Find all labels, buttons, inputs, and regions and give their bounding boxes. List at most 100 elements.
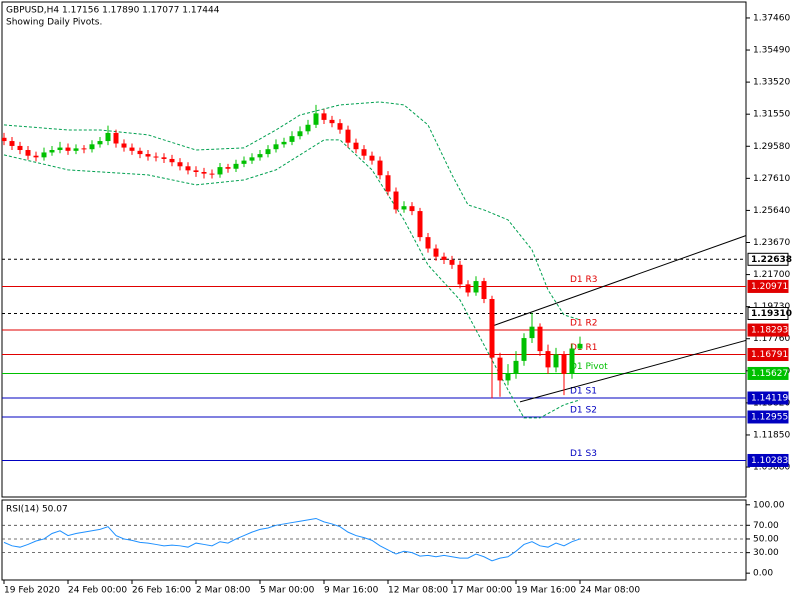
candle-body [153,156,159,158]
candle-body [81,148,87,150]
rsi-y-tick-label: 70.00 [753,521,779,531]
rsi-panel [1,499,747,581]
level-price-label: 1.22638 [751,255,792,265]
x-tick-label: 19 Feb 2020 [4,586,60,596]
level-price-label: 1.12955 [751,412,788,422]
candle-body [385,175,391,192]
candle-body [449,259,455,265]
x-tick-label: 2 Mar 08:00 [196,586,251,596]
candle-body [113,132,119,144]
level-price-box [747,366,789,380]
band-upper [3,101,581,321]
pivot-label: D1 S2 [570,405,597,415]
candle-body [473,281,479,293]
candle-body [289,136,295,142]
chart-title: GBPUSD,H4 1.17156 1.17890 1.17077 1.1744… [6,6,220,16]
candle-body [73,148,79,151]
level-price-box [747,323,789,337]
trendline [489,235,746,328]
y-tick-label: 1.23670 [753,238,790,248]
pivot-label: D1 R1 [570,343,598,353]
trendline [519,339,746,403]
y-tick-label: 1.35490 [753,46,790,56]
candle-body [209,173,215,175]
candle-body [41,152,47,158]
candle-body [329,119,335,124]
level-price-label: 1.15627 [751,369,788,379]
pivot-label: D1 S1 [570,387,597,397]
candle-body [201,171,207,174]
chart-subtitle: Showing Daily Pivots. [6,18,102,28]
candle-body [193,170,199,172]
candle-body [217,167,223,175]
candle-body [457,264,463,285]
y-tick-label: 1.09880 [753,463,790,473]
candle-body [265,149,271,155]
level-price-box [747,348,789,362]
x-tick-label: 24 Feb 00:00 [68,586,127,596]
candle-body [89,144,95,150]
level-price-label: 1.14119 [751,394,788,404]
candle-body [529,326,535,339]
candle-body [409,206,415,212]
candle-body [577,343,583,349]
candle-body [305,124,311,132]
rsi-y-tick-label: 100.00 [753,500,785,510]
level-price-box [747,306,789,320]
candle-body [225,167,231,169]
candle-body [393,191,399,210]
candle-body [233,163,239,169]
pivot-label: D1 R2 [570,319,598,329]
rsi-y-tick-label: 30.00 [753,548,779,558]
candle-body [97,141,103,145]
candle-body [145,154,151,157]
candle-body [137,150,143,155]
x-tick-label: 9 Mar 16:00 [324,586,379,596]
candle-body [169,158,175,163]
y-tick-label: 1.37460 [753,13,790,23]
candle-body [489,299,495,358]
candle-body [2,137,7,142]
candle-body [121,143,127,148]
y-tick-label: 1.21700 [753,270,790,280]
candle-body [425,237,431,249]
candle-body [361,149,367,156]
candle-body [465,284,471,293]
y-tick-label: 1.31550 [753,110,790,120]
candle-body [33,155,39,158]
x-tick-label: 19 Mar 16:00 [516,586,576,596]
candle-body [161,157,167,159]
y-tick-label: 1.25640 [753,206,790,216]
candle-body [433,248,439,257]
candle-body [401,206,407,210]
y-tick-label: 1.29580 [753,142,790,152]
level-price-box [747,453,789,467]
candle-body [297,131,303,137]
pivot-label: D1 S3 [570,449,597,459]
candle-body [561,354,567,374]
candle-body [353,142,359,150]
candle-body [9,141,15,146]
level-price-label: 1.10283 [751,456,788,466]
x-tick-label: 17 Mar 00:00 [452,586,512,596]
level-price-label: 1.16791 [751,350,788,360]
level-price-label: 1.19310 [751,309,792,319]
candle-body [313,113,319,125]
level-price-box [747,279,789,293]
candle-body [273,144,279,150]
level-price-box [747,410,789,424]
candle-body [25,150,31,156]
level-price-label: 1.18293 [751,326,788,336]
candle-body [481,281,487,299]
candle-body [377,160,383,176]
pivot-label: D1 R3 [570,275,598,285]
main-plot: D1 R3 D1 R2 D1 R1 D1 Pivot D1 S1 D1 S2 D1 S3 [2,101,746,461]
candle-body [17,145,23,151]
candle-body [105,132,111,142]
candle-body [545,351,551,368]
candle-body [553,354,559,368]
y-tick-label: 1.27610 [753,174,790,184]
candle-body [129,147,135,151]
x-tick-label: 26 Feb 16:00 [132,586,191,596]
level-price-box [747,252,789,266]
